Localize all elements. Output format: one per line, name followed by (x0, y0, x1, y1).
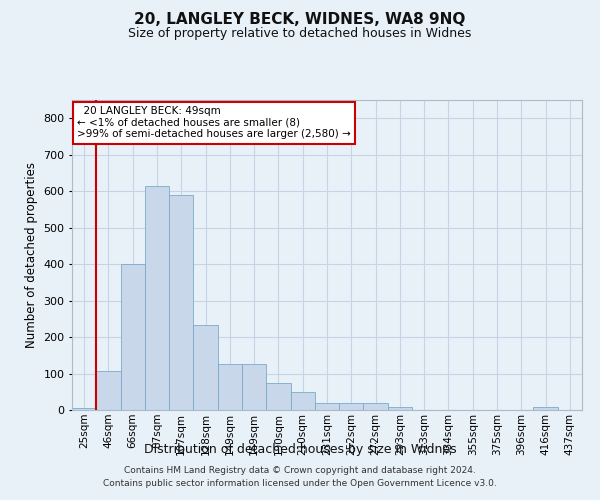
Bar (339, 404, 364, 410)
Bar (315, 402, 339, 410)
Bar (72, 408, 96, 410)
Bar (364, 404, 388, 410)
Text: 20 LANGLEY BECK: 49sqm  
← <1% of detached houses are smaller (8)
>99% of semi-d: 20 LANGLEY BECK: 49sqm ← <1% of detached… (77, 106, 351, 140)
Bar (533, 407, 558, 410)
Text: Contains HM Land Registry data © Crown copyright and database right 2024.
Contai: Contains HM Land Registry data © Crown c… (103, 466, 497, 487)
Y-axis label: Number of detached properties: Number of detached properties (25, 162, 38, 348)
Bar (121, 264, 145, 410)
Bar (96, 370, 121, 410)
Bar (290, 392, 315, 410)
Bar (218, 364, 242, 410)
Bar (145, 186, 169, 410)
Bar (242, 364, 266, 410)
Bar (266, 382, 290, 410)
Bar (169, 195, 193, 410)
Text: Size of property relative to detached houses in Widnes: Size of property relative to detached ho… (128, 28, 472, 40)
Bar (193, 326, 218, 410)
Text: Distribution of detached houses by size in Widnes: Distribution of detached houses by size … (143, 442, 457, 456)
Bar (388, 408, 412, 410)
Text: 20, LANGLEY BECK, WIDNES, WA8 9NQ: 20, LANGLEY BECK, WIDNES, WA8 9NQ (134, 12, 466, 28)
